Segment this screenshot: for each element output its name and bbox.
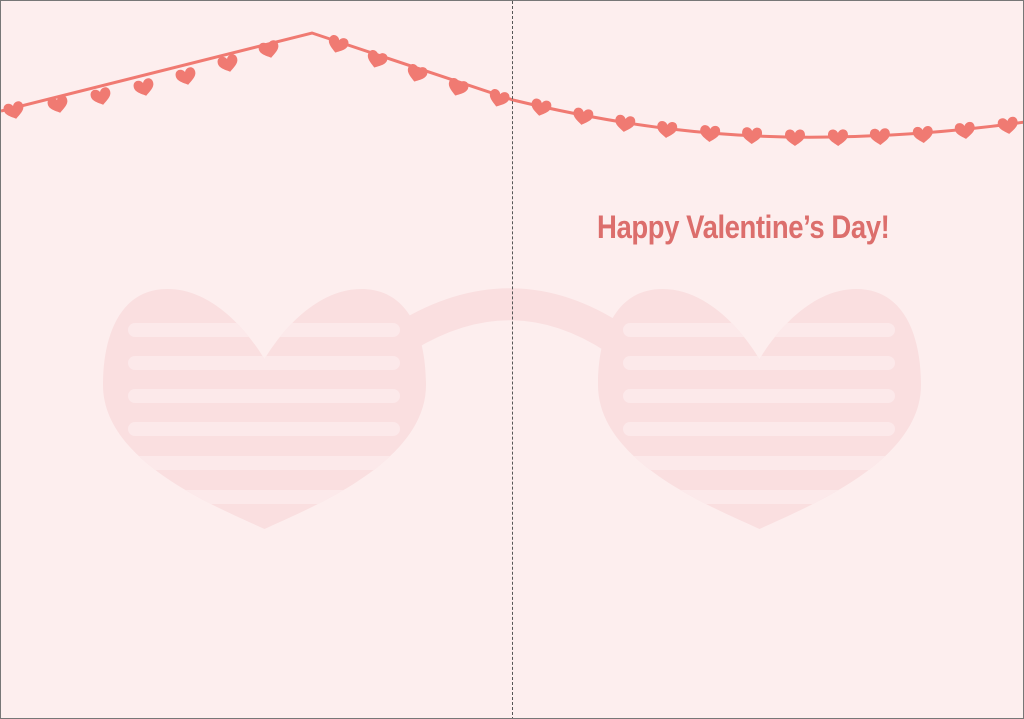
garland-heart: [785, 129, 805, 146]
lens-stripe: [128, 356, 400, 370]
garland-heart: [700, 125, 721, 142]
garland-heart: [531, 98, 552, 116]
heart-garland: [1, 31, 1023, 146]
lens-stripe: [128, 490, 400, 504]
garland-heart: [869, 128, 890, 145]
garland-heart: [573, 107, 594, 125]
garland-heart: [657, 120, 678, 138]
garland-heart: [258, 40, 279, 58]
garland-heart: [997, 116, 1018, 134]
lens-stripe: [623, 389, 895, 403]
garland-heart: [367, 50, 388, 68]
garland-heart: [489, 89, 510, 107]
garland-heart: [407, 64, 428, 82]
garland-heart: [328, 35, 349, 53]
garland-heart: [3, 101, 24, 119]
glasses-bridge: [397, 288, 625, 353]
garland-heart: [133, 78, 154, 96]
garland-heart: [827, 129, 848, 146]
lens-stripe: [623, 323, 895, 337]
lens-stripe: [128, 456, 400, 470]
lens-stripe: [623, 356, 895, 370]
garland-heart: [912, 126, 933, 143]
lens-stripe: [623, 456, 895, 470]
garland-heart: [615, 114, 636, 132]
lens-stripe: [623, 490, 895, 504]
garland-heart: [47, 95, 68, 113]
garland-heart: [954, 121, 975, 139]
lens-stripe: [623, 422, 895, 436]
garland-heart: [448, 78, 469, 96]
greeting-text: Happy Valentine’s Day!: [597, 209, 890, 245]
lens-stripe: [128, 323, 400, 337]
garland-heart: [217, 54, 238, 72]
garland-heart: [742, 127, 763, 144]
lens-stripe: [128, 422, 400, 436]
garland-heart: [90, 87, 111, 105]
fold-line: [512, 1, 513, 718]
lens-stripe: [128, 389, 400, 403]
garland-heart: [175, 67, 196, 85]
